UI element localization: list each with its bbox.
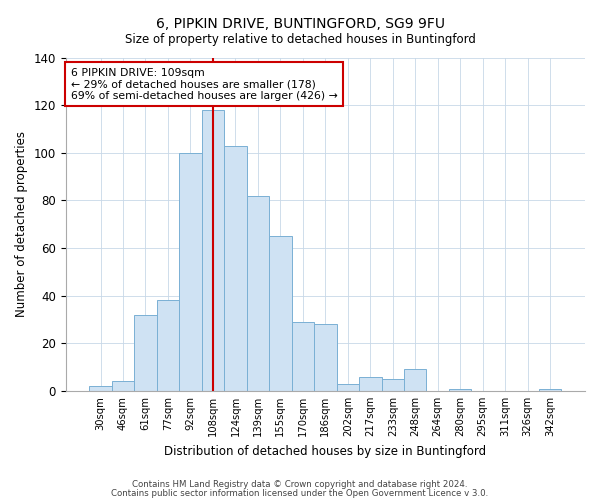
Bar bbox=[179, 153, 202, 391]
Y-axis label: Number of detached properties: Number of detached properties bbox=[15, 131, 28, 317]
Bar bbox=[449, 388, 472, 391]
Bar bbox=[224, 146, 247, 391]
Text: 6, PIPKIN DRIVE, BUNTINGFORD, SG9 9FU: 6, PIPKIN DRIVE, BUNTINGFORD, SG9 9FU bbox=[155, 18, 445, 32]
Bar bbox=[314, 324, 337, 391]
Bar bbox=[337, 384, 359, 391]
Bar bbox=[112, 382, 134, 391]
Bar bbox=[382, 379, 404, 391]
Text: 6 PIPKIN DRIVE: 109sqm
← 29% of detached houses are smaller (178)
69% of semi-de: 6 PIPKIN DRIVE: 109sqm ← 29% of detached… bbox=[71, 68, 338, 100]
Bar bbox=[539, 388, 562, 391]
Bar bbox=[202, 110, 224, 391]
X-axis label: Distribution of detached houses by size in Buntingford: Distribution of detached houses by size … bbox=[164, 444, 487, 458]
Text: Contains HM Land Registry data © Crown copyright and database right 2024.: Contains HM Land Registry data © Crown c… bbox=[132, 480, 468, 489]
Bar bbox=[269, 236, 292, 391]
Text: Size of property relative to detached houses in Buntingford: Size of property relative to detached ho… bbox=[125, 32, 475, 46]
Bar bbox=[292, 322, 314, 391]
Bar bbox=[157, 300, 179, 391]
Bar bbox=[89, 386, 112, 391]
Bar bbox=[404, 370, 427, 391]
Text: Contains public sector information licensed under the Open Government Licence v : Contains public sector information licen… bbox=[112, 488, 488, 498]
Bar bbox=[134, 314, 157, 391]
Bar bbox=[359, 376, 382, 391]
Bar bbox=[247, 196, 269, 391]
